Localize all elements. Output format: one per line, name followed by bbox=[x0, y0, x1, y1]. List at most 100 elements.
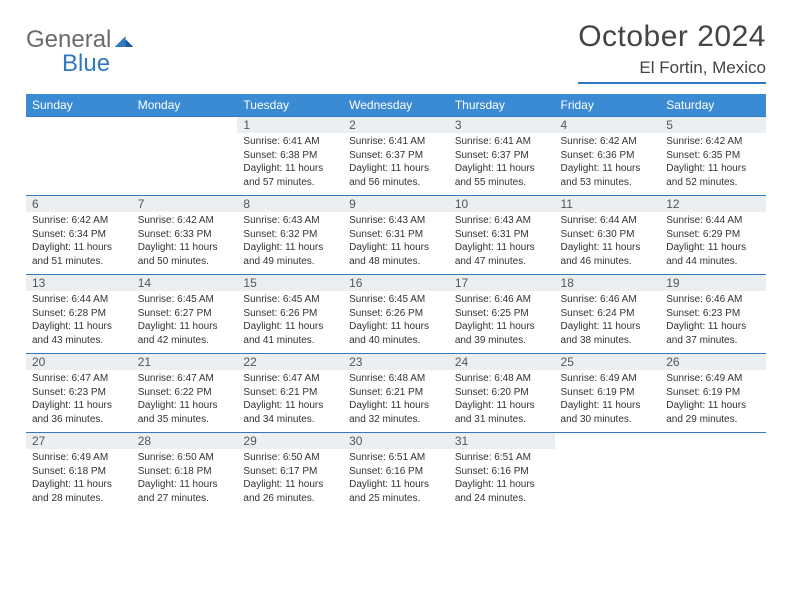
day-line: Daylight: 11 hours bbox=[349, 162, 443, 176]
day-line: Sunrise: 6:42 AM bbox=[138, 214, 232, 228]
day-line: Daylight: 11 hours bbox=[455, 399, 549, 413]
day-number: 8 bbox=[237, 196, 343, 212]
day-content: Sunrise: 6:42 AMSunset: 6:36 PMDaylight:… bbox=[555, 133, 661, 195]
logo-word1: General bbox=[26, 26, 111, 53]
day-content: Sunrise: 6:44 AMSunset: 6:29 PMDaylight:… bbox=[660, 212, 766, 274]
day-content: Sunrise: 6:43 AMSunset: 6:31 PMDaylight:… bbox=[449, 212, 555, 274]
day-line: and 47 minutes. bbox=[455, 255, 549, 269]
day-cell: 31 Sunrise: 6:51 AMSunset: 6:16 PMDayligh… bbox=[449, 433, 555, 512]
day-content: Sunrise: 6:41 AMSunset: 6:37 PMDaylight:… bbox=[343, 133, 449, 195]
day-line: Sunrise: 6:45 AM bbox=[138, 293, 232, 307]
day-cell: 24Sunrise: 6:48 AMSunset: 6:20 PMDayligh… bbox=[449, 354, 555, 433]
day-number: 20 bbox=[26, 354, 132, 370]
day-number: 29 bbox=[237, 433, 343, 449]
day-line: Sunrise: 6:50 AM bbox=[138, 451, 232, 465]
day-line: and 36 minutes. bbox=[32, 413, 126, 427]
day-line: Sunrise: 6:51 AM bbox=[349, 451, 443, 465]
day-line: Daylight: 11 hours bbox=[349, 399, 443, 413]
day-content: Sunrise: 6:48 AMSunset: 6:20 PMDaylight:… bbox=[449, 370, 555, 432]
day-line: Sunset: 6:16 PM bbox=[455, 465, 549, 479]
day-number: 30 bbox=[343, 433, 449, 449]
day-line: and 32 minutes. bbox=[349, 413, 443, 427]
day-cell: 30Sunrise: 6:51 AMSunset: 6:16 PMDayligh… bbox=[343, 433, 449, 512]
day-cell: 9Sunrise: 6:43 AMSunset: 6:31 PMDaylight… bbox=[343, 196, 449, 275]
day-line: Daylight: 11 hours bbox=[32, 399, 126, 413]
day-content: Sunrise: 6:46 AMSunset: 6:24 PMDaylight:… bbox=[555, 291, 661, 353]
day-number: 9 bbox=[343, 196, 449, 212]
day-number: 6 bbox=[26, 196, 132, 212]
day-line: Sunset: 6:28 PM bbox=[32, 307, 126, 321]
day-line: Daylight: 11 hours bbox=[32, 241, 126, 255]
day-line: Sunrise: 6:48 AM bbox=[455, 372, 549, 386]
day-line: Daylight: 11 hours bbox=[455, 241, 549, 255]
day-line: Sunrise: 6:47 AM bbox=[32, 372, 126, 386]
day-line: Daylight: 11 hours bbox=[561, 320, 655, 334]
day-cell: 18Sunrise: 6:46 AMSunset: 6:24 PMDayligh… bbox=[555, 275, 661, 354]
day-line: and 46 minutes. bbox=[561, 255, 655, 269]
day-line: Daylight: 11 hours bbox=[243, 399, 337, 413]
day-line: and 53 minutes. bbox=[561, 176, 655, 190]
day-number: 11 bbox=[555, 196, 661, 212]
day-line: and 57 minutes. bbox=[243, 176, 337, 190]
logo: GeneralBlue bbox=[26, 28, 135, 76]
day-cell: 7Sunrise: 6:42 AMSunset: 6:33 PMDaylight… bbox=[132, 196, 238, 275]
day-number: 23 bbox=[343, 354, 449, 370]
day-line: Sunrise: 6:44 AM bbox=[32, 293, 126, 307]
day-cell: 12Sunrise: 6:44 AMSunset: 6:29 PMDayligh… bbox=[660, 196, 766, 275]
day-line: Daylight: 11 hours bbox=[666, 241, 760, 255]
day-cell: 2Sunrise: 6:41 AMSunset: 6:37 PMDaylight… bbox=[343, 117, 449, 196]
day-line: Daylight: 11 hours bbox=[138, 399, 232, 413]
day-cell: 19Sunrise: 6:46 AMSunset: 6:23 PMDayligh… bbox=[660, 275, 766, 354]
day-line: Daylight: 11 hours bbox=[561, 162, 655, 176]
day-cell: 14Sunrise: 6:45 AMSunset: 6:27 PMDayligh… bbox=[132, 275, 238, 354]
day-content: Sunrise: 6:44 AMSunset: 6:30 PMDaylight:… bbox=[555, 212, 661, 274]
day-header: Friday bbox=[555, 94, 661, 117]
day-cell: 16Sunrise: 6:45 AMSunset: 6:26 PMDayligh… bbox=[343, 275, 449, 354]
day-line: and 26 minutes. bbox=[243, 492, 337, 506]
day-content: Sunrise: 6:42 AMSunset: 6:34 PMDaylight:… bbox=[26, 212, 132, 274]
week-row: 13Sunrise: 6:44 AMSunset: 6:28 PMDayligh… bbox=[26, 275, 766, 354]
day-line: Daylight: 11 hours bbox=[666, 162, 760, 176]
day-line: Sunrise: 6:41 AM bbox=[455, 135, 549, 149]
day-line: and 25 minutes. bbox=[349, 492, 443, 506]
day-content: Sunrise: 6:47 AMSunset: 6:22 PMDaylight:… bbox=[132, 370, 238, 432]
day-line: and 50 minutes. bbox=[138, 255, 232, 269]
day-line: Daylight: 11 hours bbox=[455, 478, 549, 492]
day-number: 31 bbox=[449, 433, 555, 449]
day-number: 12 bbox=[660, 196, 766, 212]
day-line: Sunrise: 6:47 AM bbox=[243, 372, 337, 386]
day-cell: 6Sunrise: 6:42 AMSunset: 6:34 PMDaylight… bbox=[26, 196, 132, 275]
day-line: Sunset: 6:17 PM bbox=[243, 465, 337, 479]
header: GeneralBlue October 2024 El Fortin, Mexi… bbox=[26, 20, 766, 84]
day-line: Sunset: 6:23 PM bbox=[666, 307, 760, 321]
day-cell: 10Sunrise: 6:43 AMSunset: 6:31 PMDayligh… bbox=[449, 196, 555, 275]
day-number: 2 bbox=[343, 117, 449, 133]
day-line: Sunset: 6:19 PM bbox=[666, 386, 760, 400]
day-line: Daylight: 11 hours bbox=[243, 162, 337, 176]
day-line: Daylight: 11 hours bbox=[666, 320, 760, 334]
day-line: Daylight: 11 hours bbox=[349, 241, 443, 255]
day-content: Sunrise: 6:43 AMSunset: 6:31 PMDaylight:… bbox=[343, 212, 449, 274]
day-cell: 4Sunrise: 6:42 AMSunset: 6:36 PMDaylight… bbox=[555, 117, 661, 196]
month-title: October 2024 bbox=[578, 20, 766, 54]
day-line: and 39 minutes. bbox=[455, 334, 549, 348]
day-cell: 20Sunrise: 6:47 AMSunset: 6:23 PMDayligh… bbox=[26, 354, 132, 433]
day-line: Sunrise: 6:46 AM bbox=[666, 293, 760, 307]
day-line: Sunrise: 6:51 AM bbox=[455, 451, 549, 465]
day-number: 21 bbox=[132, 354, 238, 370]
week-row: 1Sunrise: 6:41 AMSunset: 6:38 PMDaylight… bbox=[26, 117, 766, 196]
day-line: and 28 minutes. bbox=[32, 492, 126, 506]
day-content: Sunrise: 6:49 AMSunset: 6:19 PMDaylight:… bbox=[660, 370, 766, 432]
day-line: and 49 minutes. bbox=[243, 255, 337, 269]
day-header-row: Sunday Monday Tuesday Wednesday Thursday… bbox=[26, 94, 766, 117]
day-line: Daylight: 11 hours bbox=[138, 241, 232, 255]
day-cell: 21Sunrise: 6:47 AMSunset: 6:22 PMDayligh… bbox=[132, 354, 238, 433]
logo-icon bbox=[113, 33, 135, 47]
day-line: Daylight: 11 hours bbox=[349, 320, 443, 334]
day-line: and 24 minutes. bbox=[455, 492, 549, 506]
day-cell bbox=[26, 117, 132, 196]
day-line: Sunrise: 6:45 AM bbox=[349, 293, 443, 307]
day-content: Sunrise: 6:44 AMSunset: 6:28 PMDaylight:… bbox=[26, 291, 132, 353]
day-cell: 23Sunrise: 6:48 AMSunset: 6:21 PMDayligh… bbox=[343, 354, 449, 433]
day-line: Sunrise: 6:44 AM bbox=[666, 214, 760, 228]
